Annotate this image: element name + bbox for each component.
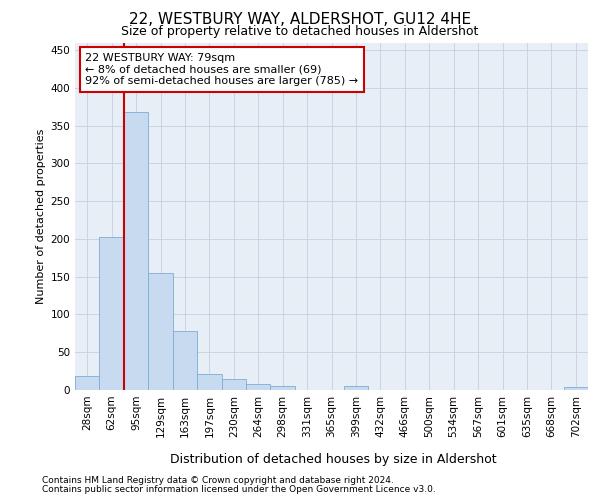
Bar bbox=[271, 386, 295, 390]
Bar bbox=[75, 376, 100, 390]
Y-axis label: Number of detached properties: Number of detached properties bbox=[36, 128, 46, 304]
Text: Distribution of detached houses by size in Aldershot: Distribution of detached houses by size … bbox=[170, 452, 496, 466]
Text: 22 WESTBURY WAY: 79sqm
← 8% of detached houses are smaller (69)
92% of semi-deta: 22 WESTBURY WAY: 79sqm ← 8% of detached … bbox=[85, 53, 358, 86]
Bar bbox=[100, 238, 124, 390]
Text: Size of property relative to detached houses in Aldershot: Size of property relative to detached ho… bbox=[121, 25, 479, 38]
Text: 22, WESTBURY WAY, ALDERSHOT, GU12 4HE: 22, WESTBURY WAY, ALDERSHOT, GU12 4HE bbox=[129, 12, 471, 28]
Bar bbox=[221, 380, 246, 390]
Bar bbox=[124, 112, 148, 390]
Bar bbox=[197, 374, 221, 390]
Text: Contains HM Land Registry data © Crown copyright and database right 2024.: Contains HM Land Registry data © Crown c… bbox=[42, 476, 394, 485]
Bar bbox=[344, 386, 368, 390]
Bar bbox=[246, 384, 271, 390]
Bar bbox=[148, 273, 173, 390]
Text: Contains public sector information licensed under the Open Government Licence v3: Contains public sector information licen… bbox=[42, 485, 436, 494]
Bar bbox=[173, 331, 197, 390]
Bar bbox=[563, 387, 588, 390]
